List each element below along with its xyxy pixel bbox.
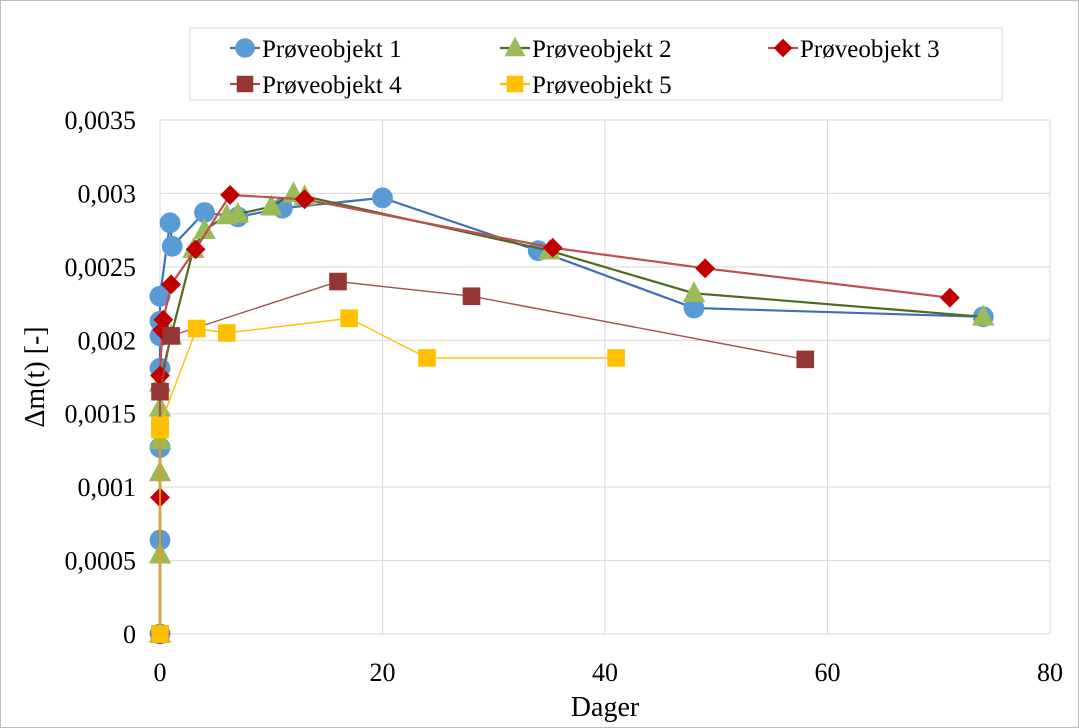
legend-item: Prøveobjekt 3 [768,36,940,63]
data-point [149,285,171,307]
data-point [187,319,206,338]
data-point [695,258,716,279]
data-point [329,272,347,291]
legend-marker [506,75,524,93]
legend-label: Prøveobjekt 3 [800,36,940,63]
data-point [159,212,181,234]
series-layer [148,181,995,645]
y-tick-label: 0,0005 [65,547,137,576]
data-point [153,309,174,330]
data-point [151,416,169,435]
data-point [193,218,216,239]
data-point [161,235,183,257]
data-point [161,274,182,295]
data-point [220,184,241,205]
y-tick-label: 0,0015 [65,400,137,429]
data-point [260,194,283,216]
data-point [185,239,206,260]
data-point [418,349,436,367]
data-point [150,365,170,386]
legend-marker [773,38,793,58]
data-point [939,287,960,308]
data-point [372,187,393,209]
legend-item: Prøveobjekt 1 [230,36,402,63]
legend-label: Prøveobjekt 1 [262,36,402,63]
x-axis-title: Dager [571,692,640,723]
data-point [607,349,625,367]
legend-item: Prøveobjekt 4 [230,72,402,99]
legend-item: Prøveobjekt 2 [500,36,672,63]
data-point [294,189,315,210]
data-point [972,304,995,326]
data-point [462,287,481,306]
y-tick-label: 0,003 [78,179,137,208]
x-tick-label: 0 [154,658,167,687]
legend-marker [504,36,526,57]
data-point [796,350,815,369]
data-point [151,382,169,401]
data-point [340,309,358,328]
data-point [162,327,180,345]
legend-item: Prøveobjekt 5 [500,72,672,99]
y-tick-label: 0,002 [78,326,137,355]
data-point [151,625,169,643]
legend-label: Prøveobjekt 5 [532,72,672,99]
y-tick-label: 0,001 [78,473,137,502]
data-point [682,281,706,303]
legend-marker [236,75,254,93]
x-tick-label: 60 [815,658,841,687]
legend-label: Prøveobjekt 4 [262,72,402,99]
y-axis-title: Δm(t) [-] [20,326,51,427]
y-tick-label: 0 [123,620,136,649]
x-tick-label: 40 [592,658,618,687]
tick-labels: 0 0,0005 0,001 0,0015 0,002 0,0025 0,003 0,0035… [65,106,1064,687]
data-point [217,324,236,342]
y-tick-label: 0,0025 [65,253,137,282]
legend-box [189,27,1003,101]
series-5 [151,309,625,643]
x-tick-label: 80 [1037,658,1063,687]
data-point [542,237,563,258]
data-point [683,297,705,319]
legend-marker [235,38,255,58]
x-tick-label: 20 [370,658,396,687]
data-point [194,202,215,223]
legend: Prøveobjekt 1 Prøveobjekt 2 Prøveobjekt 3 P… [189,27,1003,101]
legend-label: Prøveobjekt 2 [532,36,672,63]
y-tick-label: 0,0035 [65,106,137,135]
data-point [226,201,250,223]
